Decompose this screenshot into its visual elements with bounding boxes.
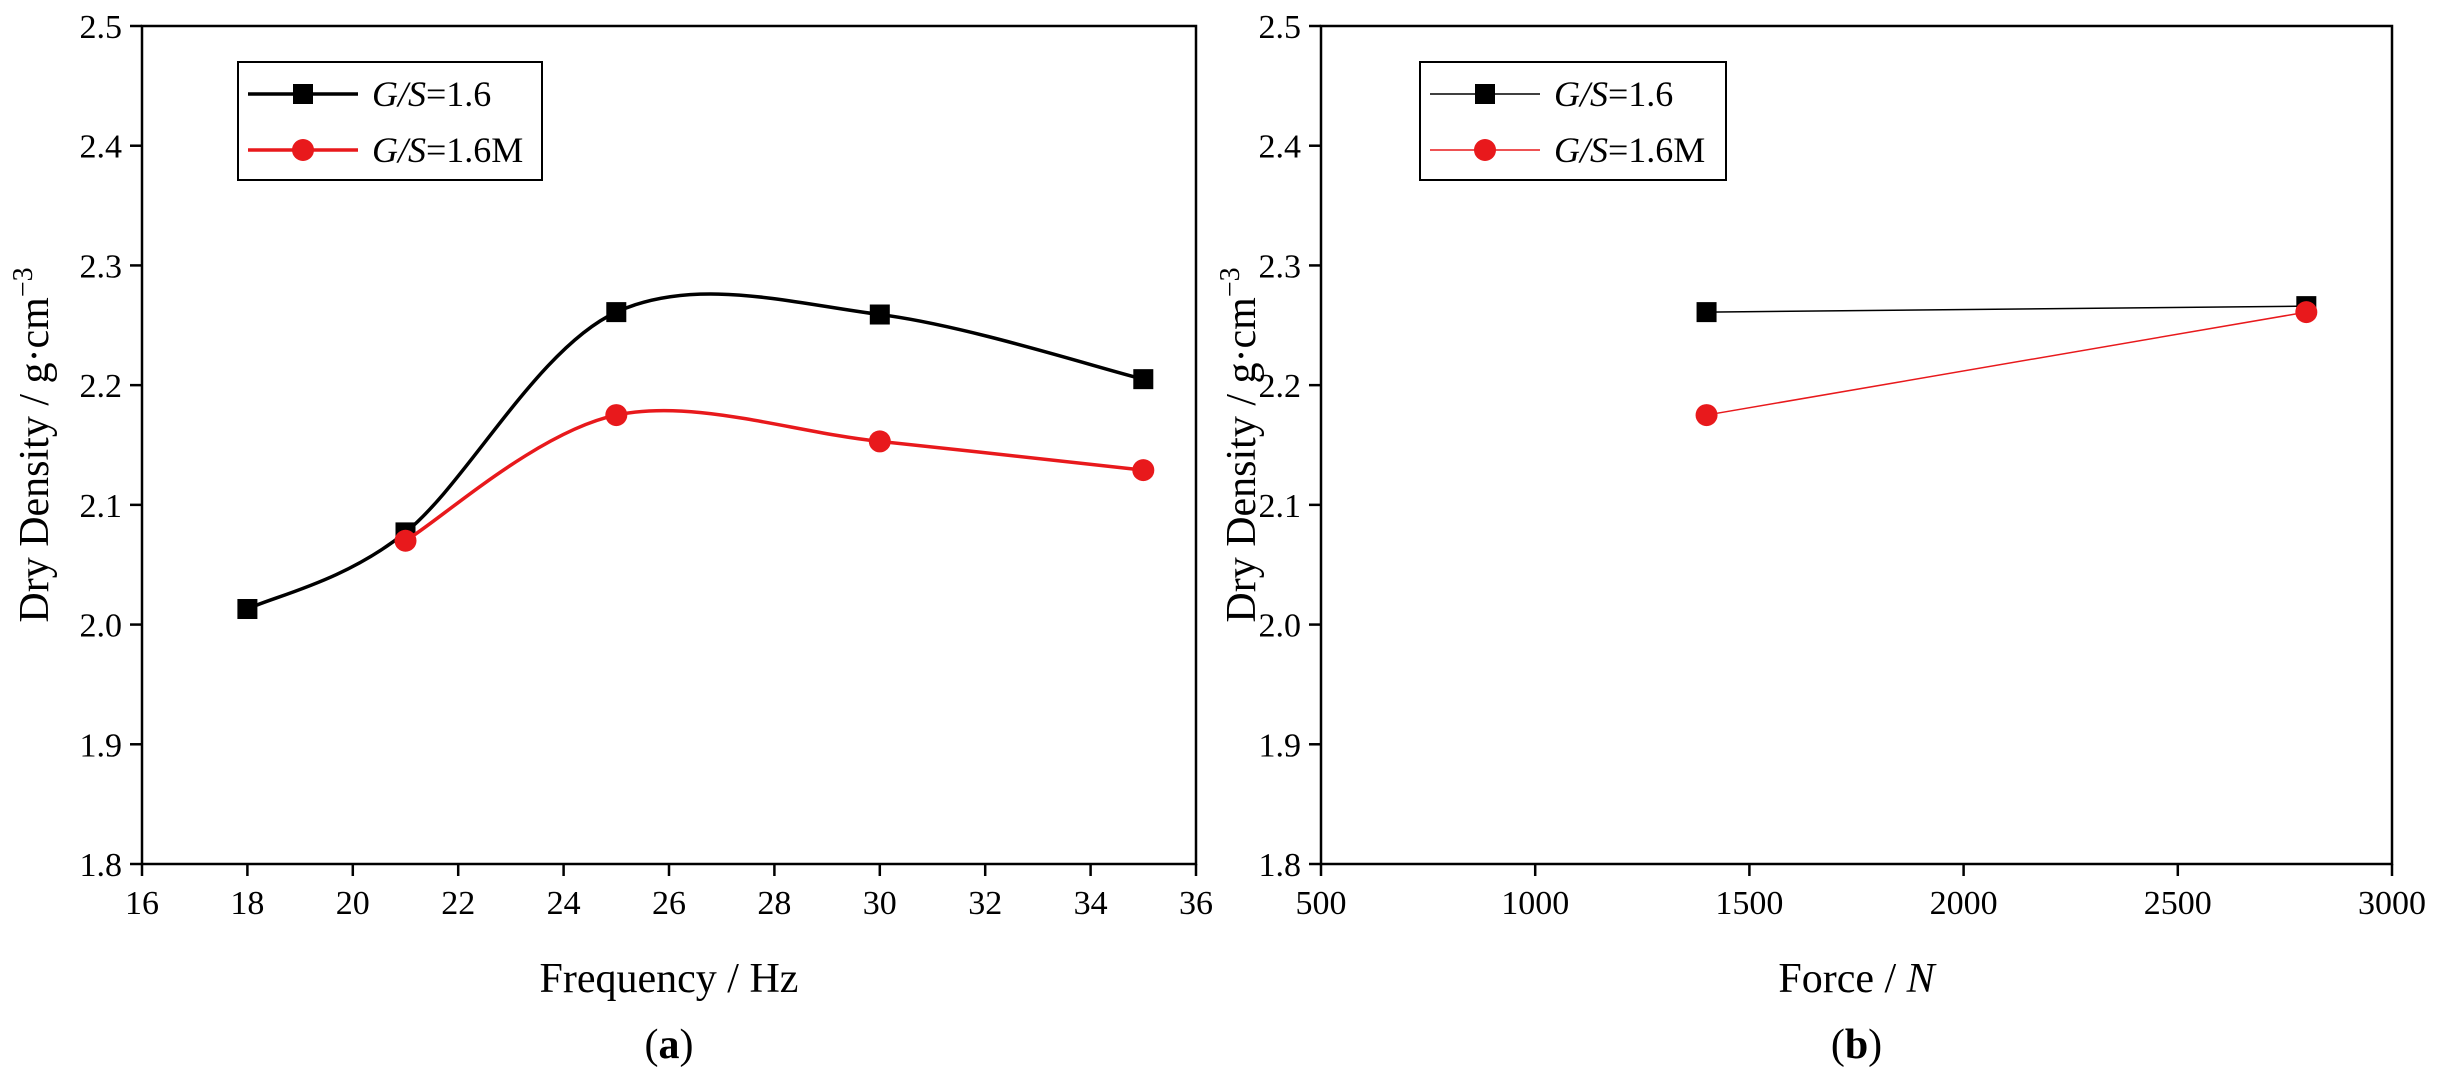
panel-label: (b) bbox=[1831, 1022, 1882, 1068]
chart-panel-a: 16 18 20 22 24 26 28 30 32 34 36 1.8 1.9 2.0 2.1 2.2 2.3… bbox=[8, 9, 1213, 1068]
x-axis-label-unit: N bbox=[1906, 956, 1937, 1002]
panel-label-paren: ) bbox=[680, 1022, 694, 1068]
y-tick-label: 2.4 bbox=[80, 129, 123, 166]
legend-label: G/S=1.6 bbox=[372, 74, 491, 114]
y-tick-label: 2.3 bbox=[80, 248, 123, 285]
y-tick-label: 2.1 bbox=[80, 488, 123, 525]
series-line-1 bbox=[404, 408, 1144, 543]
data-point-circle bbox=[2295, 301, 2318, 324]
legend-label-value: =1.6 bbox=[426, 74, 491, 114]
y-tick-label: 2.2 bbox=[80, 368, 123, 405]
legend-marker-circle bbox=[1474, 139, 1496, 161]
panel-label-letter: a bbox=[659, 1022, 680, 1068]
y-axis-label-exponent: −3 bbox=[1215, 267, 1246, 297]
y-tick-label: 2.1 bbox=[1259, 488, 1302, 525]
data-point-circle bbox=[868, 430, 891, 453]
legend: G/S=1.6G/S=1.6M bbox=[237, 61, 543, 181]
y-axis-label-exponent: −3 bbox=[8, 267, 39, 297]
y-tick-label: 1.9 bbox=[1259, 727, 1302, 764]
data-point-square bbox=[869, 304, 890, 325]
x-axis-label: Frequency / Hz bbox=[540, 956, 799, 1002]
legend-label: G/S=1.6 bbox=[1554, 74, 1673, 114]
y-axis-label-text: Dry Density / g·cm bbox=[1219, 297, 1265, 623]
series-line-0 bbox=[1706, 305, 2307, 313]
legend-label-italic: G/S bbox=[372, 130, 426, 170]
legend-marker-circle bbox=[292, 139, 314, 161]
legend-label: G/S=1.6M bbox=[1554, 130, 1705, 170]
legend-marker-square bbox=[1475, 84, 1495, 104]
legend-label-italic: G/S bbox=[372, 74, 426, 114]
data-point-square bbox=[1133, 369, 1154, 390]
x-tick-label: 3000 bbox=[2358, 885, 2426, 922]
legend: G/S=1.6G/S=1.6M bbox=[1419, 61, 1727, 181]
x-tick-label: 36 bbox=[1179, 885, 1213, 922]
y-tick-label: 2.5 bbox=[80, 9, 123, 46]
y-tick-label: 2.5 bbox=[1259, 9, 1302, 46]
data-point-square bbox=[606, 302, 627, 323]
x-tick-label: 1000 bbox=[1501, 885, 1569, 922]
x-axis-label-text: Force / bbox=[1778, 956, 1906, 1002]
chart-panel-b: 500 1000 1500 2000 2500 3000 1.8 1.9 2.0 2.1 2.2 2.… bbox=[1215, 9, 2426, 1068]
y-tick-label: 2.3 bbox=[1259, 248, 1302, 285]
legend-label-italic: G/S bbox=[1554, 130, 1608, 170]
legend-label-value: =1.6M bbox=[426, 130, 523, 170]
legend-label-italic: G/S bbox=[1554, 74, 1608, 114]
y-tick-label: 2.0 bbox=[80, 608, 123, 645]
x-tick-label: 1500 bbox=[1715, 885, 1783, 922]
x-tick-label: 24 bbox=[547, 885, 581, 922]
panel-label-paren: ( bbox=[1831, 1022, 1845, 1068]
data-point-circle bbox=[394, 529, 417, 552]
x-tick-label: 500 bbox=[1296, 885, 1347, 922]
y-tick-label: 2.2 bbox=[1259, 368, 1302, 405]
panel-label-paren: ) bbox=[1868, 1022, 1882, 1068]
data-point-circle bbox=[1132, 459, 1155, 482]
y-tick-label: 2.4 bbox=[1259, 129, 1302, 166]
legend-box bbox=[237, 61, 543, 181]
y-axis-label-text: Dry Density / g·cm bbox=[12, 297, 58, 623]
panel-label-letter: b bbox=[1845, 1022, 1868, 1068]
panel-label-paren: ( bbox=[645, 1022, 659, 1068]
x-tick-label: 30 bbox=[863, 885, 897, 922]
y-tick-label: 2.0 bbox=[1259, 608, 1302, 645]
y-axis-label: Dry Density / g·cm−3 bbox=[8, 267, 58, 622]
legend-marker-square bbox=[293, 84, 313, 104]
y-axis-label: Dry Density / g·cm−3 bbox=[1215, 267, 1265, 622]
panel-label: (a) bbox=[645, 1022, 694, 1068]
x-tick-label: 34 bbox=[1074, 885, 1108, 922]
x-tick-label: 28 bbox=[757, 885, 791, 922]
x-tick-label: 2000 bbox=[1930, 885, 1998, 922]
y-tick-label: 1.8 bbox=[1259, 847, 1302, 884]
data-point-circle bbox=[1695, 404, 1718, 427]
x-tick-label: 20 bbox=[336, 885, 370, 922]
series-line-0 bbox=[246, 292, 1144, 611]
plot-frame bbox=[1319, 24, 2394, 866]
x-tick-label: 32 bbox=[968, 885, 1002, 922]
x-tick-label: 2500 bbox=[2144, 885, 2212, 922]
y-tick-label: 1.8 bbox=[80, 847, 123, 884]
series-line-1 bbox=[1706, 311, 2307, 416]
x-tick-label: 16 bbox=[125, 885, 159, 922]
legend-label-value: =1.6M bbox=[1608, 130, 1705, 170]
data-point-square bbox=[237, 599, 258, 620]
data-point-circle bbox=[605, 404, 628, 427]
x-tick-label: 26 bbox=[652, 885, 686, 922]
x-tick-label: 22 bbox=[441, 885, 475, 922]
x-axis-label: Force / N bbox=[1778, 956, 1936, 1002]
legend-label: G/S=1.6M bbox=[372, 130, 523, 170]
x-tick-label: 18 bbox=[230, 885, 264, 922]
legend-label-value: =1.6 bbox=[1608, 74, 1673, 114]
data-point-square bbox=[1696, 302, 1717, 323]
y-tick-label: 1.9 bbox=[80, 727, 123, 764]
legend-box bbox=[1419, 61, 1727, 181]
